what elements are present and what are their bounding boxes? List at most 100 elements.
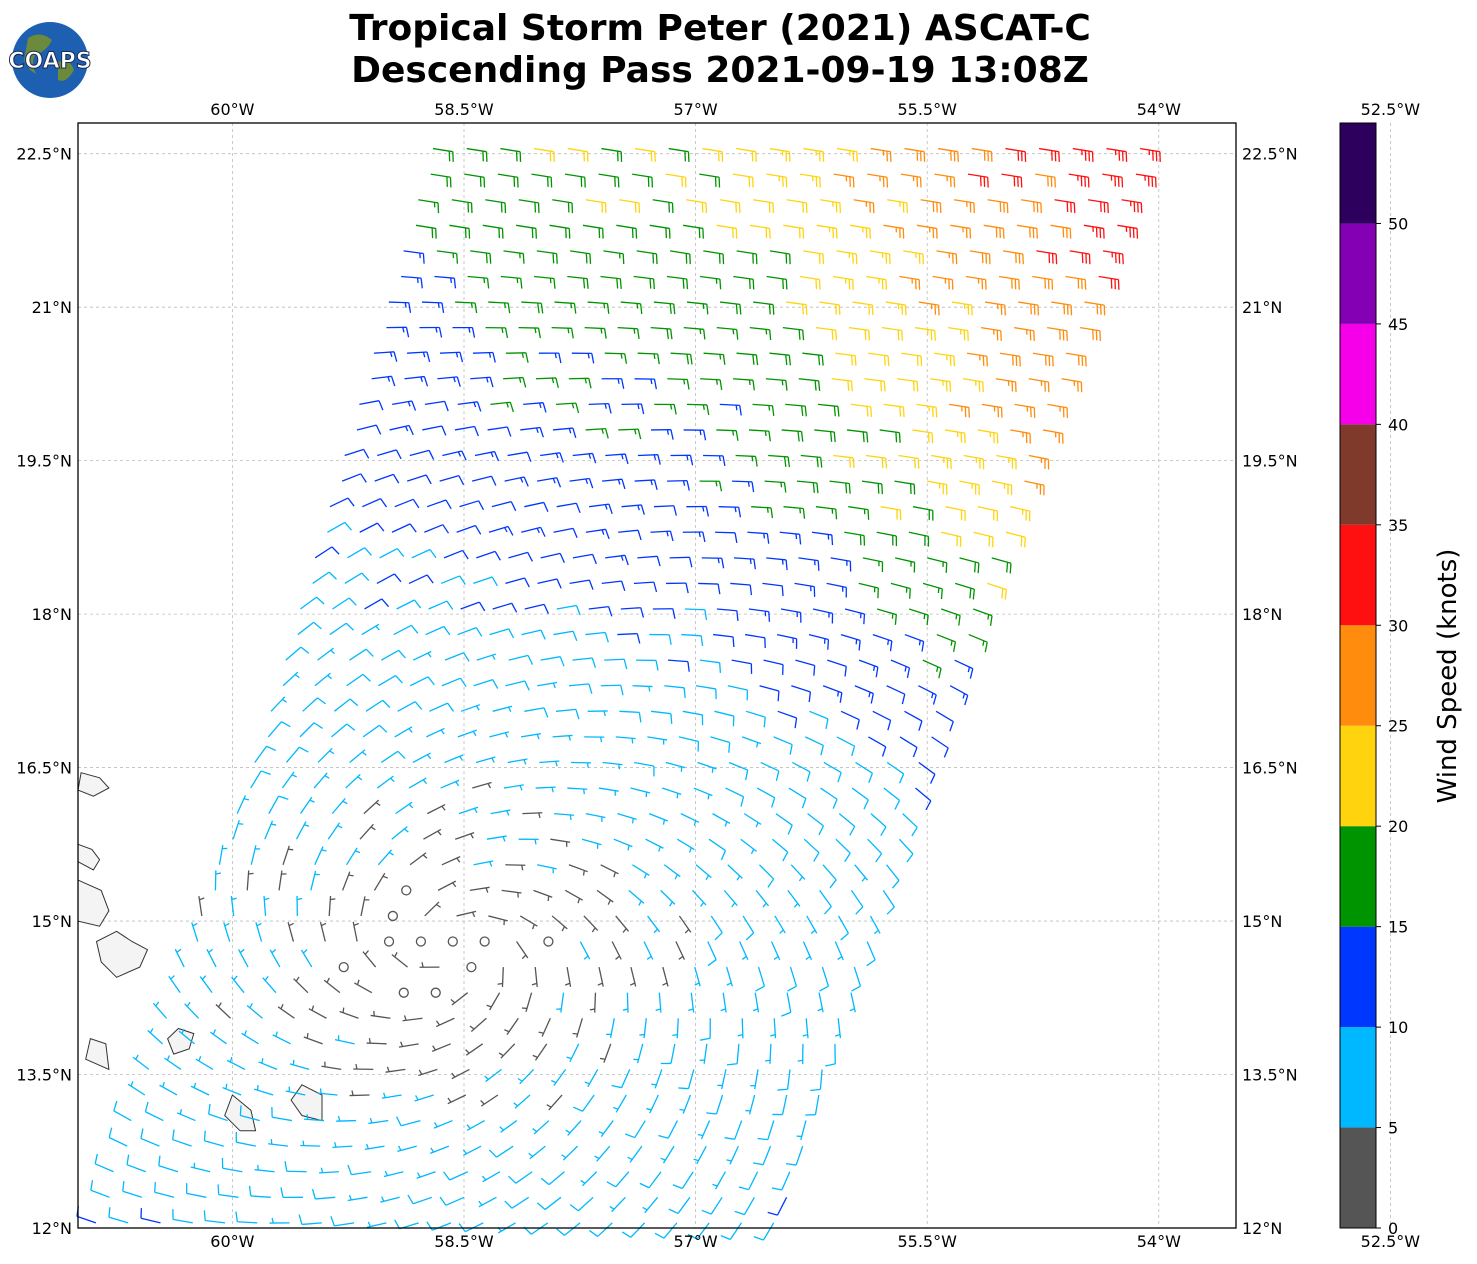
barb-full — [381, 598, 390, 608]
wind-barb — [834, 941, 844, 961]
barb-half — [582, 870, 585, 876]
barb-staff — [734, 1120, 743, 1140]
barb-half — [473, 402, 477, 408]
barb-full — [820, 745, 824, 756]
wind-barb — [1069, 250, 1091, 265]
wind-barb — [987, 199, 1009, 214]
wind-barb — [815, 506, 838, 520]
barb-staff — [524, 603, 545, 610]
wind-barb — [299, 722, 323, 738]
barb-half — [536, 527, 540, 534]
barb-half — [528, 1152, 534, 1157]
barb-full — [328, 571, 337, 580]
wind-barb — [795, 659, 816, 676]
barb-full — [493, 451, 500, 462]
barb-half — [817, 1008, 823, 1012]
barb-half — [503, 302, 506, 309]
wind-barb — [799, 275, 821, 290]
barb-staff — [795, 659, 815, 667]
wind-barb — [473, 576, 498, 587]
calm-circle — [479, 936, 490, 947]
wind-barb — [751, 506, 774, 519]
wind-barb — [727, 685, 749, 701]
wind-barb — [108, 1127, 128, 1147]
barb-full — [608, 606, 613, 617]
barb-full — [539, 427, 544, 438]
barb-full — [802, 329, 805, 341]
barb-full — [588, 683, 593, 694]
wind-barb — [388, 301, 412, 313]
barb-full — [608, 503, 613, 514]
y-tick-label-right: 12°N — [1242, 1219, 1282, 1238]
barb-full — [722, 354, 726, 365]
barb-full — [868, 772, 874, 783]
barb-staff — [158, 1165, 179, 1173]
colorbar-bin — [1340, 625, 1376, 726]
barb-full — [522, 377, 527, 388]
barb-staff — [838, 813, 856, 827]
globe-land-icon — [24, 34, 52, 74]
wind-barb — [770, 941, 781, 961]
barb-staff — [412, 1196, 433, 1205]
barb-full — [767, 1211, 778, 1216]
wind-barb — [569, 1196, 594, 1212]
barb-half — [504, 732, 509, 738]
barb-half — [712, 1183, 718, 1187]
barb-half — [149, 1028, 154, 1034]
wind-barb — [866, 941, 876, 967]
barb-staff — [775, 813, 793, 826]
wind-barb — [983, 224, 1005, 239]
barb-full — [378, 400, 384, 411]
barb-staff — [380, 750, 399, 764]
barb-staff — [411, 548, 431, 559]
wind-barb — [783, 224, 805, 239]
wind-barb — [904, 710, 923, 731]
wind-barb — [984, 301, 1006, 316]
barb-full — [736, 329, 739, 340]
barb-full — [782, 851, 789, 862]
wind-barb — [817, 403, 840, 417]
barb-full — [916, 381, 919, 392]
barb-half — [457, 451, 462, 457]
barb-half — [193, 1082, 197, 1088]
wind-barb — [654, 403, 677, 415]
barb-full — [398, 649, 406, 659]
barb-full — [1004, 589, 1007, 600]
barb-half — [212, 1029, 216, 1035]
barb-full — [839, 692, 843, 703]
barb-half — [705, 874, 710, 881]
barb-full — [801, 798, 807, 809]
barb-half — [711, 767, 714, 773]
wind-barb — [482, 224, 504, 239]
barb-full — [949, 355, 952, 366]
barb-half — [773, 955, 779, 960]
wind-barb — [876, 608, 897, 625]
barb-staff — [708, 838, 726, 852]
wind-barb — [246, 1002, 263, 1019]
barb-half — [531, 924, 535, 930]
barb-full — [686, 480, 690, 491]
wind-barb — [303, 1033, 323, 1045]
wind-barb — [703, 250, 725, 265]
barb-full — [536, 1202, 546, 1211]
wind-barb — [282, 671, 300, 687]
wind-barb — [214, 870, 221, 891]
barb-full — [575, 402, 580, 414]
wind-barb — [642, 1196, 659, 1214]
barb-full — [520, 278, 523, 289]
wind-barb — [389, 424, 414, 436]
barb-half — [536, 734, 540, 740]
wind-barb — [785, 1145, 804, 1166]
wind-barb — [959, 557, 980, 574]
barb-staff — [508, 551, 528, 559]
barb-full — [527, 655, 534, 665]
barb-half — [238, 822, 244, 825]
barb-full — [901, 330, 903, 341]
wind-barb — [489, 628, 515, 639]
wind-barb — [613, 838, 633, 851]
wind-barb — [951, 301, 973, 316]
barb-full — [683, 687, 686, 699]
barb-half — [868, 691, 871, 698]
barb-full — [783, 456, 787, 467]
barb-full — [732, 636, 735, 648]
